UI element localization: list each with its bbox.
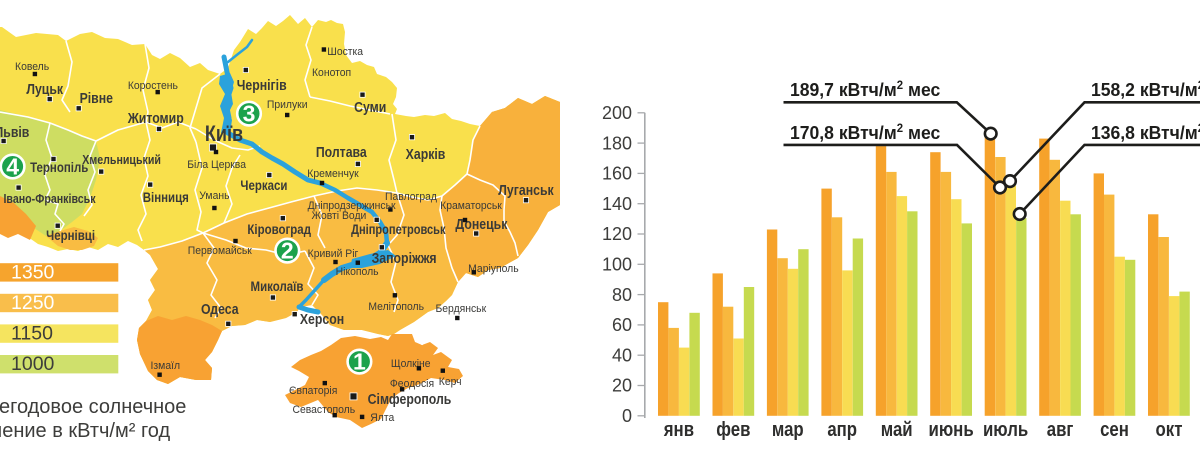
svg-text:0: 0 [622,406,632,426]
svg-text:Ялта: Ялта [370,412,395,424]
svg-text:Нікополь: Нікополь [336,266,379,278]
svg-text:Первомайськ: Первомайськ [188,245,252,257]
svg-text:Бердянськ: Бердянськ [435,303,486,315]
svg-text:Павлоград: Павлоград [385,191,438,203]
svg-text:60: 60 [612,315,632,335]
svg-text:Дніпродзержинськ: Дніпродзержинськ [308,200,396,212]
svg-text:4: 4 [6,154,19,180]
svg-text:1250: 1250 [11,292,55,314]
svg-text:3: 3 [243,101,256,127]
svg-text:1: 1 [353,349,366,375]
svg-text:Чернігів: Чернігів [237,77,287,93]
svg-text:Хмельницький: Хмельницький [82,152,161,167]
svg-text:Харків: Харків [406,146,446,162]
svg-text:Дніпропетровськ: Дніпропетровськ [351,222,446,237]
svg-text:Кременчук: Кременчук [307,168,359,180]
svg-text:июль: июль [983,417,1028,440]
svg-text:Жовті Води: Жовті Води [311,210,366,222]
svg-text:излучение в кВтч/м² год: излучение в кВтч/м² год [0,420,170,442]
svg-text:Луганськ: Луганськ [498,182,553,198]
svg-text:фев: фев [716,417,750,440]
svg-text:120: 120 [602,224,632,244]
svg-text:140: 140 [602,194,632,214]
svg-text:май: май [881,417,913,440]
svg-text:окт: окт [1156,417,1183,440]
svg-text:Ізмаїл: Ізмаїл [151,360,181,372]
svg-text:Конотоп: Конотоп [312,67,351,79]
svg-text:100: 100 [602,255,632,275]
svg-text:180: 180 [602,133,632,153]
svg-text:Євпаторія: Євпаторія [289,385,337,397]
svg-text:Феодосія: Феодосія [390,378,434,390]
svg-text:Прилуки: Прилуки [267,99,308,111]
svg-text:Рівне: Рівне [80,90,114,106]
svg-text:Умань: Умань [199,190,230,202]
svg-text:июнь: июнь [929,417,974,440]
svg-text:20: 20 [612,376,632,396]
svg-text:Сімферополь: Сімферополь [368,391,452,407]
svg-text:Миколаїв: Миколаїв [251,278,304,294]
svg-text:Запоріжжя: Запоріжжя [372,250,437,266]
svg-text:сен: сен [1100,417,1129,440]
svg-text:136,8 кВтч/м2 мес: 136,8 кВтч/м2 мес [1091,122,1200,143]
svg-text:Краматорськ: Краматорськ [440,200,502,212]
svg-text:Коростень: Коростень [128,80,178,92]
svg-text:Вінниця: Вінниця [143,189,189,205]
svg-text:2: 2 [281,238,294,264]
svg-text:Херсон: Херсон [300,311,344,327]
svg-text:Кіровоград: Кіровоград [247,221,311,237]
svg-text:40: 40 [612,345,632,365]
svg-text:Суми: Суми [354,99,386,115]
svg-text:189,7 кВтч/м2 мес: 189,7 кВтч/м2 мес [790,79,940,100]
svg-text:Луцьк: Луцьк [26,81,63,97]
svg-text:158,2 кВтч/м2 мес: 158,2 кВтч/м2 мес [1091,79,1200,100]
svg-text:Донецьк: Донецьк [455,216,507,232]
svg-text:Мелітополь: Мелітополь [368,301,424,313]
svg-text:Керч: Керч [439,376,462,388]
svg-text:Тернопіль: Тернопіль [30,159,88,175]
svg-text:Київ: Київ [205,122,243,146]
svg-text:Полтава: Полтава [316,144,367,160]
svg-text:1350: 1350 [11,261,55,283]
svg-text:Івано-Франківськ: Івано-Франківськ [3,191,95,206]
svg-text:Шостка: Шостка [327,46,364,58]
svg-text:1000: 1000 [11,353,55,375]
svg-text:Черкаси: Черкаси [240,177,287,193]
svg-text:Житомир: Житомир [127,110,184,126]
svg-text:Одеса: Одеса [201,301,239,317]
svg-text:апр: апр [827,417,857,440]
svg-text:Щолкіне: Щолкіне [391,358,431,370]
svg-text:Среднегодовое солнечное: Среднегодовое солнечное [0,396,186,418]
svg-text:Кривий Ріг: Кривий Ріг [308,248,359,260]
svg-text:мар: мар [772,417,804,440]
svg-text:Севастополь: Севастополь [292,404,355,416]
svg-text:Маріуполь: Маріуполь [468,263,519,275]
svg-text:Ковель: Ковель [15,61,49,73]
svg-text:Львів: Львів [0,124,29,140]
svg-text:1150: 1150 [11,323,53,345]
svg-text:авг: авг [1047,417,1074,440]
svg-text:Чернівці: Чернівці [46,227,95,243]
svg-text:80: 80 [612,285,632,305]
svg-text:170,8 кВтч/м2 мес: 170,8 кВтч/м2 мес [790,122,940,143]
svg-text:200: 200 [602,103,632,123]
svg-text:160: 160 [602,164,632,184]
svg-text:Біла Церква: Біла Церква [187,159,247,171]
svg-text:янв: янв [663,417,694,440]
